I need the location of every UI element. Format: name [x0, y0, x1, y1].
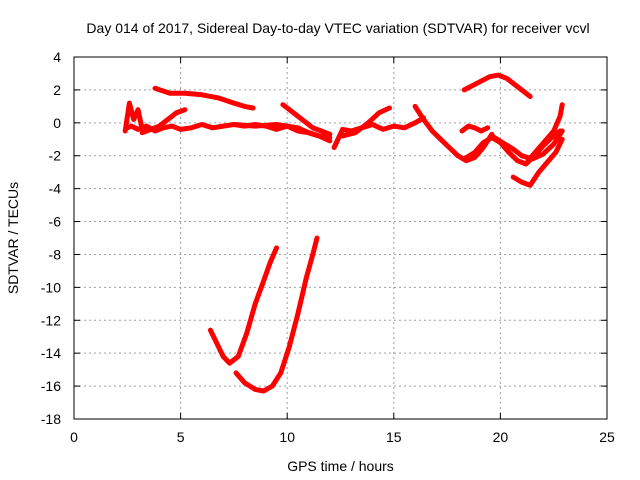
series-line-track-15 — [461, 72, 533, 99]
y-tick-label: -4 — [49, 181, 62, 197]
series-line-track-14 — [525, 102, 565, 164]
y-tick-label: -8 — [49, 246, 62, 262]
x-tick-label: 5 — [177, 429, 185, 445]
x-tick-label: 25 — [599, 429, 615, 445]
chart-grid — [74, 57, 607, 419]
chart-series-layer — [122, 72, 565, 394]
x-tick-label: 20 — [493, 429, 509, 445]
y-tick-label: 0 — [53, 115, 61, 131]
series-line-track-3 — [139, 107, 188, 136]
series-line-track-9 — [412, 103, 495, 164]
y-tick-label: -10 — [41, 279, 61, 295]
x-tick-label: 10 — [279, 429, 295, 445]
y-tick-label: -14 — [41, 345, 61, 361]
x-axis-label: GPS time / hours — [287, 458, 394, 474]
y-axis-label: SDTVAR / TECUs — [5, 182, 21, 294]
x-tick-label: 15 — [386, 429, 402, 445]
series-line-track-11 — [459, 123, 491, 134]
series-line-track-12 — [489, 128, 565, 162]
series-line-track-4 — [152, 85, 256, 111]
y-tick-label: -18 — [41, 411, 61, 427]
series-line-track-16 — [207, 245, 279, 366]
plot-frame — [73, 56, 608, 420]
series-line-track-7 — [331, 115, 427, 150]
series-line-track-2 — [122, 100, 145, 134]
y-tick-label: -2 — [49, 148, 62, 164]
y-tick-label: 2 — [53, 82, 61, 98]
y-tick-label: 4 — [53, 49, 61, 65]
y-tick-label: -6 — [49, 214, 62, 230]
y-tick-label: -12 — [41, 312, 61, 328]
chart-ticks: 0 5 10 15 20 25 -18 -16 -14 -12 -10 -8 -6 -4 -2 0 2 4 — [41, 49, 615, 445]
series-line-track-5 — [231, 122, 333, 144]
x-tick-label: 0 — [70, 429, 78, 445]
series-line-track-8 — [340, 105, 392, 139]
chart-title: Day 014 of 2017, Sidereal Day-to-day VTE… — [86, 20, 589, 36]
series-line-track-13 — [510, 136, 565, 188]
series-line-track-6 — [280, 102, 333, 137]
y-tick-label: -16 — [41, 378, 61, 394]
series-line-track-17 — [233, 235, 320, 394]
